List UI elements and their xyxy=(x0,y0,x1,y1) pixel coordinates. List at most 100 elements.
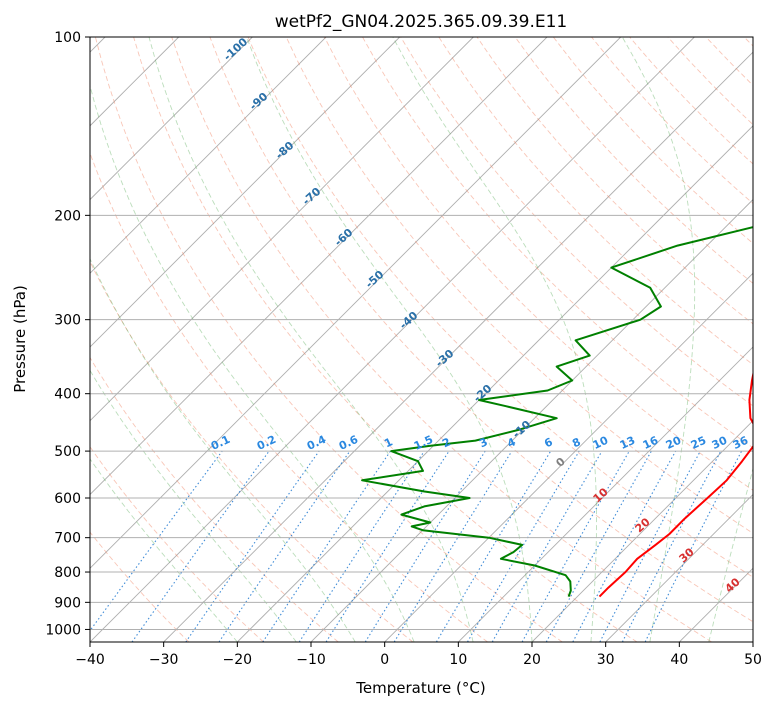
mixing-ratio-line xyxy=(325,450,450,642)
dry-adiabat-line xyxy=(362,37,753,449)
dry-adiabat-label: -40 xyxy=(397,309,421,332)
mixing-ratio-line xyxy=(393,450,513,642)
mixing-ratio-label: 20 xyxy=(664,434,684,452)
dry-adiabat-line xyxy=(438,37,753,366)
mixing-ratio-label: 0.2 xyxy=(255,433,278,453)
dry-adiabat-line xyxy=(514,37,753,284)
y-tick-label: 400 xyxy=(54,387,81,403)
y-axis-ticks: 100 200 300 400 500 600 700 800 900 1000 xyxy=(45,30,90,638)
dry-adiabat-line xyxy=(705,37,753,86)
dry-adiabat-line xyxy=(90,445,264,642)
dry-adiabat-label: -20 xyxy=(471,382,495,405)
mixing-ratio-line xyxy=(435,450,552,642)
line-annotations: -100-90-80-70-60-50-40-30-20-10010203040… xyxy=(209,35,751,595)
moist-adiabat-line xyxy=(148,37,474,642)
mixing-ratio-label: 0.1 xyxy=(209,433,232,453)
mixing-ratio-label: 13 xyxy=(618,434,637,452)
isotherm-line xyxy=(384,272,753,642)
dry-adiabat-line xyxy=(247,37,753,578)
isotherm-line xyxy=(90,37,622,569)
y-tick-label: 900 xyxy=(54,595,81,611)
moist-adiabat-line xyxy=(246,37,533,642)
isotherm-line xyxy=(90,37,548,496)
x-tick-label: −30 xyxy=(149,652,179,668)
y-tick-label: 500 xyxy=(54,444,81,460)
isotherm-line xyxy=(752,641,753,642)
y-tick-label: 200 xyxy=(54,208,81,224)
mixing-ratio-label: 6 xyxy=(542,435,555,450)
dry-adiabat-line xyxy=(209,37,753,623)
x-tick-label: 10 xyxy=(449,652,467,668)
mixing-ratio-line xyxy=(621,450,722,642)
dry-adiabat-line xyxy=(324,37,753,491)
mixing-ratio-label: 36 xyxy=(731,434,751,452)
mixing-ratio-line xyxy=(572,450,677,642)
dewpoint-line xyxy=(361,226,753,597)
mixing-ratio-line xyxy=(644,450,743,642)
x-tick-label: −20 xyxy=(223,652,253,668)
dry-adiabat-line xyxy=(90,260,414,642)
chart-title: wetPf2_GN04.2025.365.09.39.E11 xyxy=(275,12,567,32)
isotherm-line xyxy=(679,567,753,642)
mixing-ratio-label: 1 xyxy=(382,435,394,450)
dry-adiabat-label: -50 xyxy=(363,268,387,291)
dry-adiabat-line xyxy=(400,37,753,407)
mixing-ratio-line xyxy=(521,450,630,642)
mixing-ratio-label: 10 xyxy=(591,434,611,452)
isotherm-line xyxy=(605,493,753,642)
dry-adiabat-label: 40 xyxy=(723,575,743,595)
plot-frame xyxy=(89,36,754,643)
temperature-line xyxy=(598,370,753,598)
mixing-ratio-line xyxy=(467,450,580,642)
moist-adiabat-line xyxy=(90,257,356,642)
mixing-ratio-line xyxy=(131,450,270,642)
moist-adiabat-line xyxy=(90,84,415,642)
mixing-ratio-label: 25 xyxy=(689,434,708,452)
x-tick-label: 0 xyxy=(380,652,389,668)
dry-adiabat-label: -90 xyxy=(247,90,271,113)
dry-adiabat-line xyxy=(94,37,563,642)
dry-adiabat-line xyxy=(743,37,753,47)
isotherm-line xyxy=(531,420,753,642)
sounding-series xyxy=(361,226,753,598)
mixing-ratio-label: 30 xyxy=(710,434,730,452)
dry-adiabat-label: -100 xyxy=(221,35,250,63)
x-tick-label: 50 xyxy=(744,652,762,668)
mixing-ratio-label: 1.5 xyxy=(412,433,435,453)
isotherm-line xyxy=(458,346,753,642)
dry-adiabat-label: -60 xyxy=(332,226,356,249)
mixing-ratio-line xyxy=(262,450,391,642)
moist-adiabat-line xyxy=(621,37,696,642)
y-tick-label: 600 xyxy=(54,491,81,507)
x-tick-label: 40 xyxy=(670,652,688,668)
x-tick-label: −10 xyxy=(296,652,326,668)
y-tick-label: 1000 xyxy=(45,622,81,638)
dry-adiabat-line xyxy=(90,531,190,642)
isotherm-line xyxy=(90,37,695,642)
mixing-ratio-line xyxy=(218,450,351,642)
x-axis-label: Temperature (°C) xyxy=(355,679,485,697)
isotherm-line xyxy=(90,37,327,274)
dry-adiabat-line xyxy=(552,37,753,244)
x-tick-label: −40 xyxy=(75,652,105,668)
mixing-ratio-line xyxy=(298,450,425,642)
isotherm-line xyxy=(90,37,401,348)
y-axis-label: Pressure (hPa) xyxy=(11,285,29,393)
dry-adiabat-line xyxy=(90,151,488,642)
y-tick-label: 800 xyxy=(54,565,81,581)
dry-adiabat-label: -30 xyxy=(433,347,457,370)
mixing-ratio-line xyxy=(90,450,223,632)
isotherm-line xyxy=(90,37,253,201)
isotherm-line xyxy=(310,198,753,642)
mixing-ratio-line xyxy=(599,450,701,642)
dry-adiabat-line xyxy=(133,37,638,642)
dry-adiabat-label: -70 xyxy=(300,185,324,208)
moist-adiabat-line xyxy=(392,37,597,642)
dry-adiabat-label: -80 xyxy=(273,139,297,162)
isotherm-line xyxy=(237,125,753,642)
x-tick-label: 20 xyxy=(523,652,541,668)
mixing-ratio-line xyxy=(545,450,652,642)
dry-adiabat-line xyxy=(90,356,339,642)
dry-adiabat-label: -10 xyxy=(510,418,534,441)
